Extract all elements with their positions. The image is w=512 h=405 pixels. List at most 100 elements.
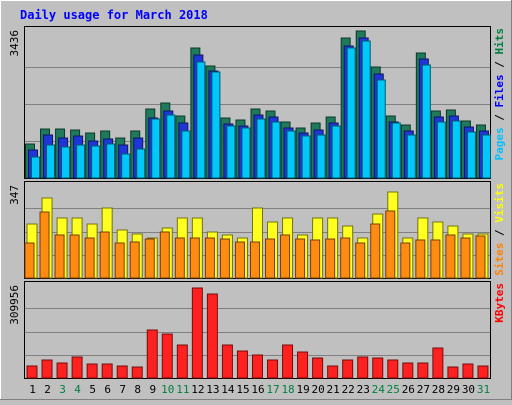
panel-hits-max-label: 3436 — [8, 30, 21, 57]
bar-pages-day-26: Pages 26: 1000 — [406, 134, 416, 179]
x-tick-label-6: 6 — [104, 383, 111, 396]
bar-pages-day-11: Pages 11: 1100 — [181, 130, 191, 179]
bar-sites-day-4: Sites 4: 160 — [69, 234, 80, 279]
x-tick-label-23: 23 — [357, 383, 370, 396]
bar-kbytes-day-18: KBytes 18: 110000 — [282, 344, 294, 379]
bar-pages-day-5: Pages 5: 740 — [91, 145, 101, 179]
x-tick-label-19: 19 — [296, 383, 309, 396]
bar-pages-day-29: Pages 29: 1330 — [451, 120, 461, 179]
bar-kbytes-day-11: KBytes 11: 110000 — [176, 344, 188, 379]
bar-sites-day-15: Sites 15: 135 — [234, 241, 245, 279]
bar-pages-day-10: Pages 10: 1460 — [166, 114, 176, 179]
bar-sites-day-5: Sites 5: 150 — [84, 237, 95, 279]
panel-sites-legend-part-0: Sites — [493, 243, 506, 276]
bar-pages-day-21: Pages 21: 1200 — [331, 125, 341, 179]
x-tick-label-1: 1 — [29, 383, 36, 396]
x-tick-label-21: 21 — [327, 383, 340, 396]
x-tick-label-14: 14 — [221, 383, 235, 396]
x-tick-label-11: 11 — [176, 383, 189, 396]
panel-sites-legend-part-1: / — [493, 223, 506, 243]
x-tick-label-13: 13 — [206, 383, 219, 396]
bar-pages-day-31: Pages 31: 1000 — [481, 134, 491, 179]
bar-pages-day-4: Pages 4: 760 — [76, 144, 86, 179]
bar-kbytes-day-23: KBytes 23: 70000 — [357, 356, 369, 379]
panel-hits-legend: Pages / Files / Hits — [493, 28, 506, 161]
x-tick-label-12: 12 — [191, 383, 204, 396]
bar-kbytes-day-14: KBytes 14: 110000 — [221, 344, 233, 379]
bar-sites-day-27: Sites 27: 140 — [415, 239, 426, 279]
x-tick-label-5: 5 — [89, 383, 96, 396]
x-tick-label-30: 30 — [462, 383, 475, 396]
bar-kbytes-day-24: KBytes 24: 65000 — [372, 357, 384, 379]
x-tick-label-20: 20 — [312, 383, 325, 396]
x-tick-label-24: 24 — [372, 383, 386, 396]
bar-sites-day-11: Sites 11: 150 — [174, 237, 185, 279]
bar-sites-day-16: Sites 16: 135 — [249, 241, 260, 279]
bar-pages-day-1: Pages 1: 480 — [31, 156, 40, 179]
panel-hits-legend-part-4: Hits — [493, 28, 506, 55]
bar-kbytes-day-3: KBytes 3: 50000 — [56, 362, 68, 379]
bar-pages-day-19: Pages 19: 980 — [301, 135, 311, 179]
bar-sites-day-6: Sites 6: 170 — [99, 231, 110, 279]
x-tick-label-18: 18 — [281, 383, 294, 396]
bar-sites-day-23: Sites 23: 130 — [355, 242, 366, 279]
x-tick-label-3: 3 — [59, 383, 66, 396]
x-tick-label-26: 26 — [402, 383, 415, 396]
series-sites: Sites 1: 130 Sites 2: 245 Sites 3: 160 Site… — [24, 210, 486, 279]
bar-pages-day-25: Pages 25: 1270 — [391, 122, 401, 179]
bar-sites-day-8: Sites 8: 135 — [129, 241, 140, 279]
bar-pages-day-17: Pages 17: 1290 — [271, 121, 281, 179]
x-tick-label-4: 4 — [74, 383, 81, 396]
x-tick-label-8: 8 — [134, 383, 141, 396]
x-tick-label-22: 22 — [342, 383, 355, 396]
bar-pages-day-14: Pages 14: 1200 — [226, 125, 236, 179]
bar-pages-day-13: Pages 13: 2460 — [211, 71, 221, 179]
bar-kbytes-day-28: KBytes 28: 100000 — [432, 347, 444, 379]
bar-kbytes-day-5: KBytes 5: 45000 — [86, 363, 98, 379]
panel-hits-legend-part-1: / — [493, 108, 506, 128]
bar-sites-day-20: Sites 20: 140 — [310, 239, 321, 279]
panel-kbytes-legend-part-0: KBytes — [493, 283, 506, 323]
bar-sites-day-30: Sites 30: 150 — [460, 237, 471, 279]
bar-sites-day-28: Sites 28: 140 — [430, 239, 441, 279]
panel-kbytes-legend: KBytes — [493, 283, 506, 323]
bar-pages-day-2: Pages 2: 770 — [46, 144, 56, 179]
bar-sites-day-3: Sites 3: 160 — [54, 234, 65, 279]
bar-pages-day-7: Pages 7: 560 — [121, 153, 131, 179]
x-tick-label-27: 27 — [417, 383, 430, 396]
bar-sites-day-25: Sites 25: 250 — [385, 210, 396, 279]
bar-kbytes-day-2: KBytes 2: 60000 — [41, 359, 53, 379]
bar-sites-day-19: Sites 19: 145 — [295, 238, 306, 279]
bar-kbytes-day-22: KBytes 22: 60000 — [342, 359, 354, 379]
bar-sites-day-13: Sites 13: 150 — [204, 237, 215, 279]
bar-sites-day-12: Sites 12: 150 — [189, 237, 200, 279]
bar-kbytes-day-9: KBytes 9: 160000 — [146, 329, 158, 379]
bar-kbytes-day-10: KBytes 10: 145000 — [161, 333, 173, 379]
bar-pages-day-12: Pages 12: 2700 — [196, 61, 206, 179]
bar-sites-day-31: Sites 31: 155 — [475, 235, 486, 279]
series-pages: Pages 1: 480 Pages 2: 770 Pages 3: 710 Page… — [31, 40, 491, 179]
bar-pages-day-16: Pages 16: 1360 — [256, 118, 266, 179]
x-tick-label-31: 31 — [477, 383, 490, 396]
bar-pages-day-18: Pages 18: 1100 — [286, 130, 296, 179]
panel-sites-max-label: 347 — [8, 185, 21, 205]
x-tick-label-28: 28 — [432, 383, 445, 396]
panel-kbytes-max-label: 309956 — [8, 285, 21, 325]
bar-pages-day-15: Pages 15: 1150 — [241, 127, 251, 179]
bar-kbytes-day-27: KBytes 27: 50000 — [417, 362, 429, 379]
bar-sites-day-29: Sites 29: 160 — [445, 234, 456, 279]
bar-kbytes-day-7: KBytes 7: 40000 — [116, 365, 128, 379]
bar-kbytes-day-16: KBytes 16: 75000 — [251, 354, 263, 379]
bar-sites-day-9: Sites 9: 145 — [144, 238, 155, 279]
bar-sites-day-14: Sites 14: 145 — [219, 238, 230, 279]
bar-kbytes-day-8: KBytes 8: 35000 — [131, 366, 143, 379]
bar-kbytes-day-31: KBytes 31: 40000 — [477, 365, 489, 379]
x-tick-label-29: 29 — [447, 383, 460, 396]
bar-kbytes-day-25: KBytes 25: 60000 — [387, 359, 399, 379]
x-tick-label-2: 2 — [44, 383, 51, 396]
panel-kbytes: 309956 KBytes KBytes 1: 40000KBytes 2: 600… — [8, 281, 506, 379]
